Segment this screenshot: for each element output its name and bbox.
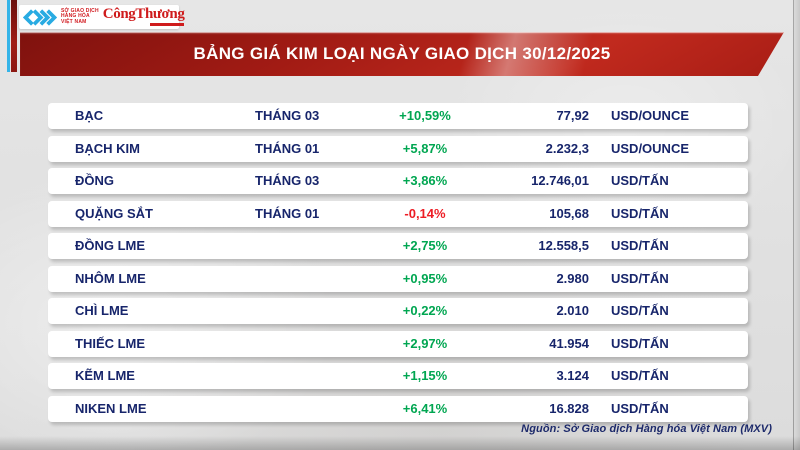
change-value: +0,95% <box>402 270 448 286</box>
metal-name: BẠC <box>75 108 104 123</box>
logo-plate: SỞ GIAO DỊCH HÀNG HÓA VIỆT NAM CôngThương <box>19 5 185 29</box>
left-accent-stripe-maroon <box>11 0 17 72</box>
change-value: -0,14% <box>404 205 446 221</box>
price-value: 77,92 <box>556 108 589 123</box>
metal-name: CHÌ LME <box>75 303 129 318</box>
price-value: 41.954 <box>549 335 589 351</box>
price-unit: USD/TẤN <box>611 270 669 286</box>
metal-name: BẠCH KIM <box>75 140 140 156</box>
table-row: BẠCH KIM THÁNG 01 +5,87% 2.232,3 USD/OUN… <box>48 135 748 162</box>
price-unit: USD/TẤN <box>611 205 669 221</box>
contract-month <box>255 396 365 422</box>
table-row: QUẶNG SẮT THÁNG 01 -0,14% 105,68 USD/TẤN <box>48 200 748 227</box>
contract-month: THÁNG 01 <box>255 140 320 156</box>
price-unit: USD/TẤN <box>611 238 669 253</box>
metal-name: ĐỒNG <box>75 173 114 188</box>
left-accent-stripe-cyan <box>7 0 10 72</box>
contract-month <box>255 233 365 259</box>
change-value: +3,86% <box>402 173 448 188</box>
contract-month <box>255 363 365 389</box>
price-unit: USD/OUNCE <box>611 140 690 156</box>
price-value: 2.980 <box>556 270 589 286</box>
contract-month: THÁNG 03 <box>255 108 320 123</box>
price-unit: USD/TẤN <box>611 335 669 351</box>
congthuong-logo-text: CôngThương <box>102 5 185 22</box>
price-value: 2.232,3 <box>545 140 589 156</box>
price-value: 3.124 <box>556 368 589 383</box>
change-value: +1,15% <box>402 368 448 383</box>
right-edge-shading <box>794 0 800 450</box>
table-row: KẼM LME +1,15% 3.124 USD/TẤN <box>48 363 748 389</box>
metal-name: THIẾC LME <box>75 335 146 351</box>
contract-month <box>255 298 365 324</box>
bottom-edge-shading <box>0 436 800 450</box>
price-table: BẠC THÁNG 03 +10,59% 77,92 USD/OUNCE BẠC… <box>48 103 748 428</box>
metal-name: QUẶNG SẮT <box>75 205 153 221</box>
table-row: THIẾC LME +2,97% 41.954 USD/TẤN <box>48 330 748 357</box>
table-row: NIKEN LME +6,41% 16.828 USD/TẤN <box>48 395 748 422</box>
table-row: NHÔM LME +0,95% 2.980 USD/TẤN <box>48 265 748 292</box>
table-row: ĐỒNG THÁNG 03 +3,86% 12.746,01 USD/TẤN <box>48 168 748 194</box>
contract-month: THÁNG 01 <box>255 205 320 221</box>
price-unit: USD/OUNCE <box>611 108 690 123</box>
price-value: 2.010 <box>556 303 589 318</box>
change-value: +0,22% <box>402 303 448 318</box>
contract-month: THÁNG 03 <box>255 173 320 188</box>
metal-name: ĐỒNG LME <box>75 238 146 253</box>
price-unit: USD/TẤN <box>611 368 669 383</box>
mxv-logo-text: SỞ GIAO DỊCH HÀNG HÓA VIỆT NAM <box>61 7 99 25</box>
metal-name: KẼM LME <box>75 368 135 383</box>
change-value: +5,87% <box>402 140 448 156</box>
price-unit: USD/TẤN <box>611 173 669 188</box>
metal-name: NHÔM LME <box>75 270 146 286</box>
page-title: BẢNG GIÁ KIM LOẠI NGÀY GIAO DỊCH 30/12/2… <box>193 44 611 63</box>
congthuong-logo: CôngThương <box>102 5 185 26</box>
change-value: +2,97% <box>402 335 448 351</box>
right-edge-line <box>793 0 794 450</box>
price-unit: USD/TẤN <box>611 303 669 318</box>
price-value: 16.828 <box>549 400 589 416</box>
price-value: 12.558,5 <box>538 238 589 253</box>
mxv-chevrons-icon <box>23 8 57 26</box>
table-row: BẠC THÁNG 03 +10,59% 77,92 USD/OUNCE <box>48 103 748 129</box>
change-value: +2,75% <box>402 238 448 253</box>
contract-month <box>255 266 365 292</box>
contract-month <box>255 331 365 357</box>
change-value: +10,59% <box>399 108 451 123</box>
table-row: ĐỒNG LME +2,75% 12.558,5 USD/TẤN <box>48 233 748 259</box>
price-value: 105,68 <box>549 205 589 221</box>
metal-name: NIKEN LME <box>75 400 147 416</box>
source-attribution: Nguồn: Sở Giao dịch Hàng hóa Việt Nam (M… <box>521 423 772 435</box>
table-row: CHÌ LME +0,22% 2.010 USD/TẤN <box>48 298 748 324</box>
congthuong-logo-bar <box>150 22 185 26</box>
title-banner: BẢNG GIÁ KIM LOẠI NGÀY GIAO DỊCH 30/12/2… <box>20 32 784 76</box>
change-value: +6,41% <box>402 400 448 416</box>
price-unit: USD/TẤN <box>611 400 669 416</box>
price-value: 12.746,01 <box>531 173 589 188</box>
